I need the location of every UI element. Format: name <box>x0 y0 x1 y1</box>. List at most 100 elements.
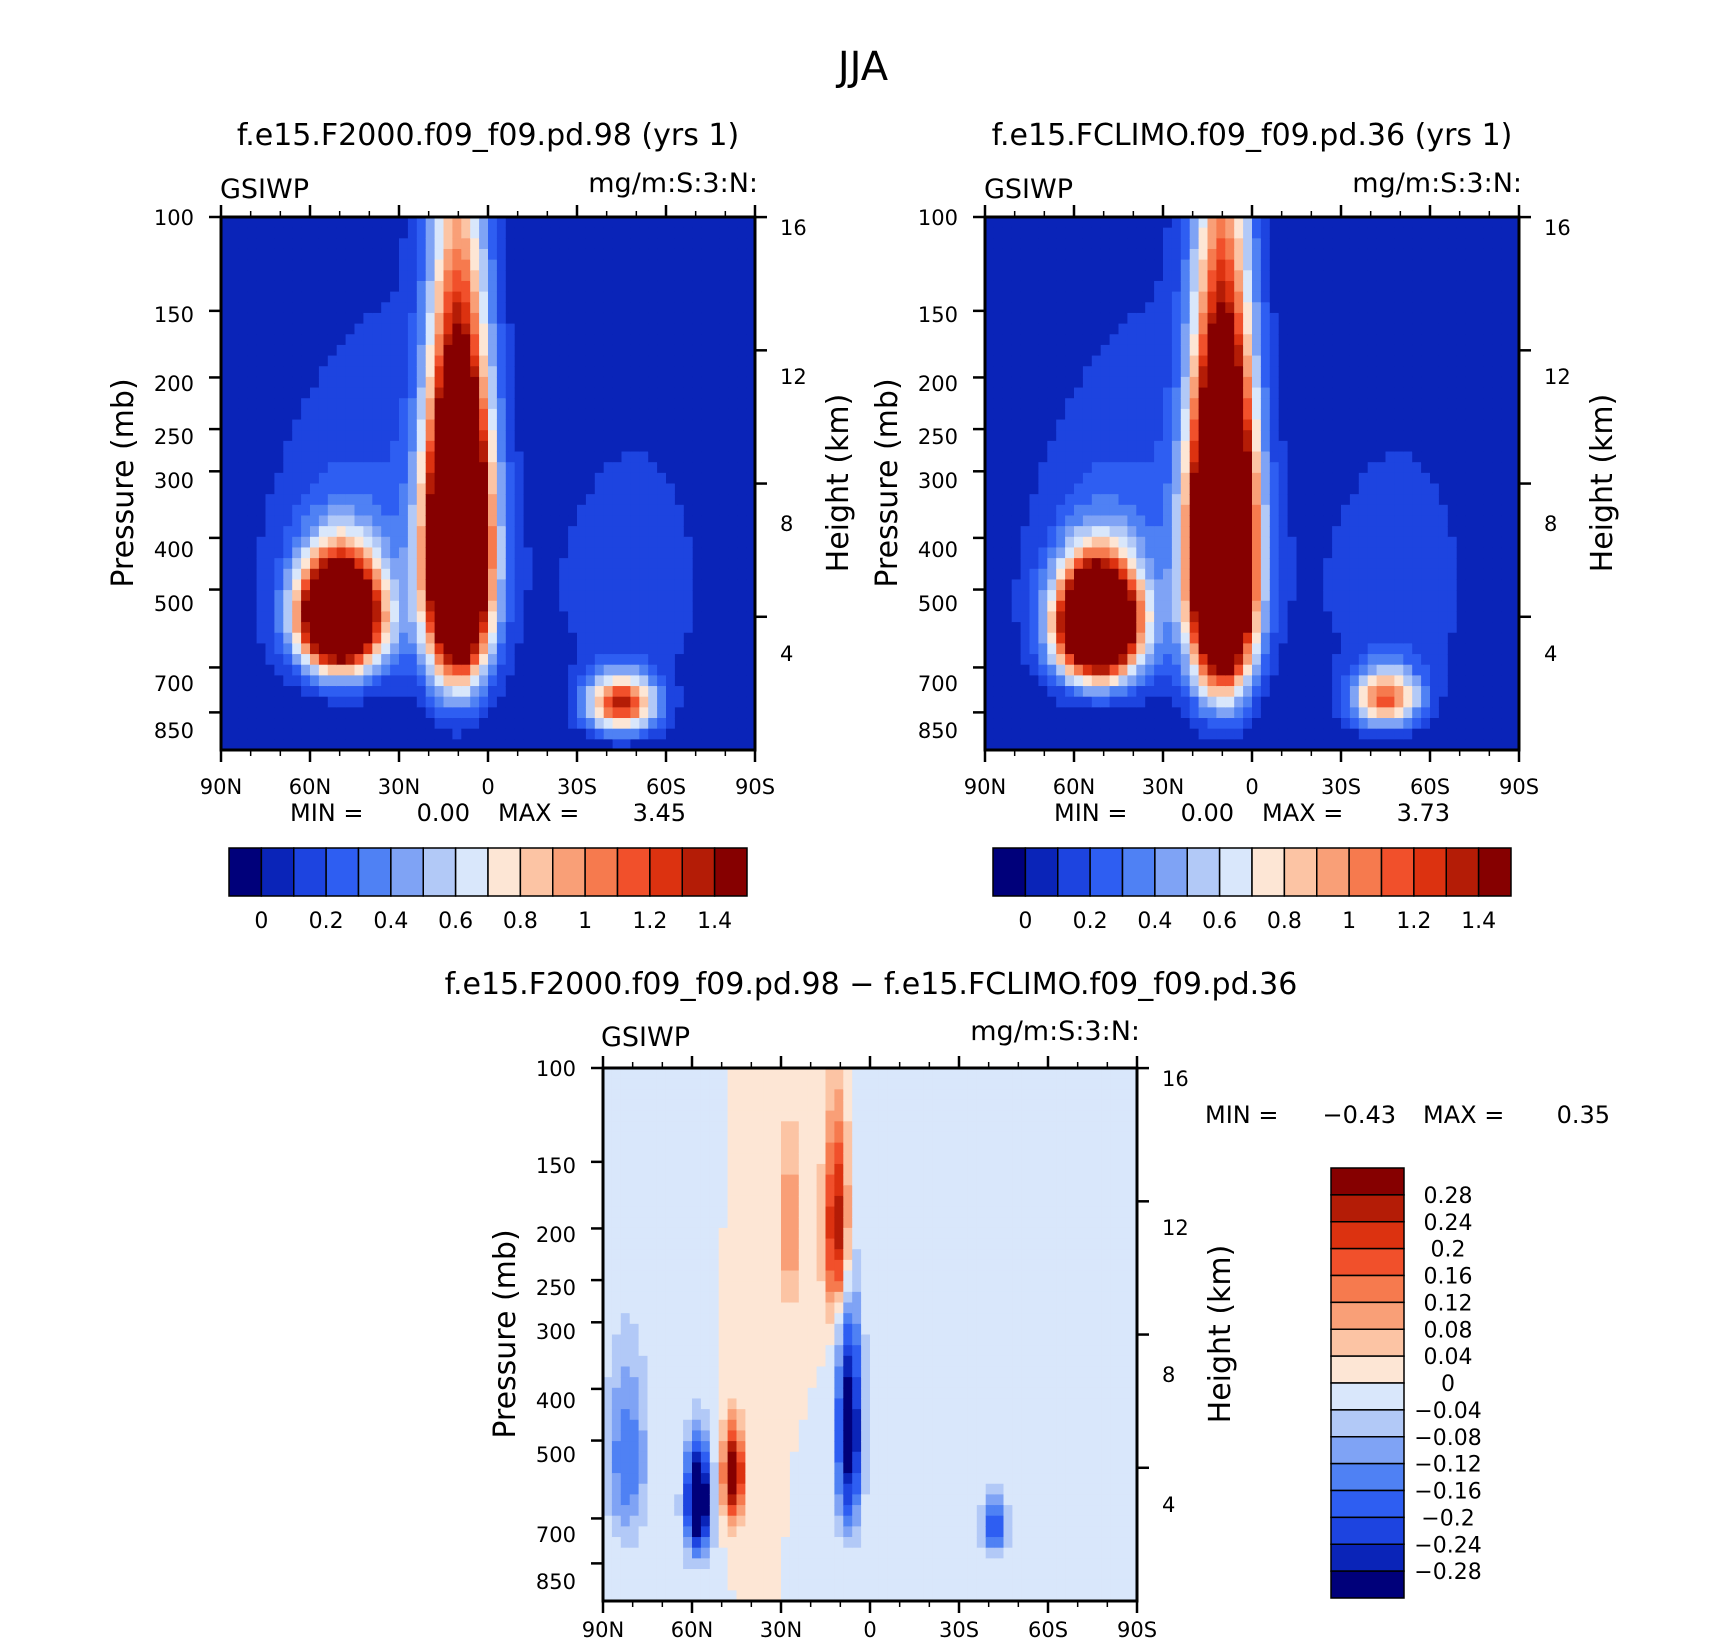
heatmap-cell <box>648 270 658 282</box>
heatmap-cell <box>1002 238 1013 250</box>
heatmap-cell <box>345 654 356 666</box>
heatmap-cell <box>1154 451 1164 463</box>
heatmap-cell <box>229 611 240 623</box>
heatmap-cell <box>1189 387 1200 399</box>
heatmap-cell <box>434 494 445 506</box>
heatmap-cell <box>505 611 516 623</box>
heatmap-cell <box>1278 526 1289 538</box>
heatmap-cell <box>1100 568 1111 581</box>
heatmap-cell <box>434 515 445 527</box>
heatmap-cell <box>1278 366 1289 378</box>
heatmap-cell <box>452 472 462 485</box>
heatmap-cell <box>621 440 631 453</box>
heatmap-cell <box>1074 536 1084 549</box>
heatmap-cell <box>532 270 542 282</box>
heatmap-cell <box>612 398 623 410</box>
heatmap-cell <box>559 675 569 687</box>
heatmap-cell <box>1047 248 1057 261</box>
heatmap-cell <box>559 504 569 517</box>
heatmap-cell <box>1278 568 1289 581</box>
heatmap-cell <box>416 504 427 517</box>
heatmap-cell <box>434 686 445 698</box>
heatmap-cell <box>229 707 240 719</box>
heatmap-cell <box>1252 686 1262 698</box>
heatmap-cell <box>1011 217 1022 229</box>
heatmap-cell <box>1269 312 1280 325</box>
heatmap-cell <box>1082 611 1093 623</box>
heatmap-cell <box>247 366 258 378</box>
heatmap-cell <box>434 248 445 261</box>
heatmap-cell <box>1038 462 1048 474</box>
heatmap-cell <box>1109 344 1120 357</box>
heatmap-cell <box>639 430 649 442</box>
heatmap-cell <box>630 323 640 335</box>
heatmap-cell <box>1118 526 1128 538</box>
heatmap-cell <box>488 376 498 389</box>
heatmap-cell <box>692 686 703 698</box>
heatmap-cell <box>327 408 338 421</box>
heatmap-cell <box>666 270 676 282</box>
heatmap-cell <box>666 323 676 335</box>
colorbar-label: 1 <box>578 909 592 934</box>
heatmap-cell <box>1056 739 1066 751</box>
heatmap-cell <box>577 227 587 239</box>
heatmap-cell <box>256 408 267 421</box>
heatmap-cell <box>612 217 623 229</box>
heatmap-cell <box>416 558 427 570</box>
heatmap-cell <box>1047 312 1057 325</box>
heatmap-cell <box>292 504 302 517</box>
heatmap-cell <box>1136 227 1146 239</box>
heatmap-cell <box>434 323 445 335</box>
heatmap-cell <box>1207 248 1217 261</box>
heatmap-cell <box>1056 718 1066 730</box>
heatmap-cell <box>425 504 436 517</box>
heatmap-cell <box>648 632 658 644</box>
heatmap-cell <box>274 622 284 634</box>
heatmap-cell <box>746 323 756 335</box>
heatmap-cell <box>310 728 320 740</box>
heatmap-cell <box>1020 344 1031 357</box>
heatmap-cell <box>229 696 240 708</box>
heatmap-cell <box>710 654 720 666</box>
heatmap-cell <box>479 536 489 549</box>
heatmap-cell <box>674 728 685 740</box>
heatmap-cell <box>452 291 462 303</box>
heatmap-cell <box>1314 302 1324 314</box>
heatmap-cell <box>283 217 293 229</box>
heatmap-cell <box>630 355 640 367</box>
heatmap-cell <box>666 248 676 261</box>
heatmap-cell <box>993 536 1004 549</box>
heatmap-cell <box>1002 664 1013 676</box>
heatmap-cell <box>657 451 667 463</box>
heatmap-cell <box>1091 291 1102 303</box>
heatmap-cell <box>1207 291 1217 303</box>
heatmap-cell <box>1180 568 1191 581</box>
heatmap-cell <box>1074 472 1084 485</box>
heatmap-cell <box>612 462 623 474</box>
heatmap-cell <box>1207 270 1217 282</box>
heatmap-cell <box>1038 355 1048 367</box>
heatmap-cell <box>1011 280 1022 293</box>
heatmap-cell <box>1056 707 1066 719</box>
heatmap-cell <box>1082 686 1093 698</box>
heatmap-cell <box>265 462 275 474</box>
heatmap-cell <box>310 366 320 378</box>
heatmap-cell <box>746 675 756 687</box>
heatmap-cell <box>318 526 329 538</box>
heatmap-cell <box>746 696 756 708</box>
heatmap-cell <box>381 504 391 517</box>
heatmap-cell <box>701 611 712 623</box>
heatmap-cell <box>577 344 587 357</box>
heatmap-cell <box>1109 536 1120 549</box>
heatmap-cell <box>390 419 400 431</box>
heatmap-cell <box>496 419 507 431</box>
heatmap-cell <box>532 398 542 410</box>
heatmap-cell <box>310 462 320 474</box>
heatmap-cell <box>1171 366 1182 378</box>
heatmap-cell <box>594 334 605 346</box>
heatmap-cell <box>256 707 267 719</box>
heatmap-cell <box>1074 419 1084 431</box>
heatmap-cell <box>452 654 462 666</box>
heatmap-cell <box>1163 568 1173 581</box>
heatmap-cell <box>612 259 623 271</box>
